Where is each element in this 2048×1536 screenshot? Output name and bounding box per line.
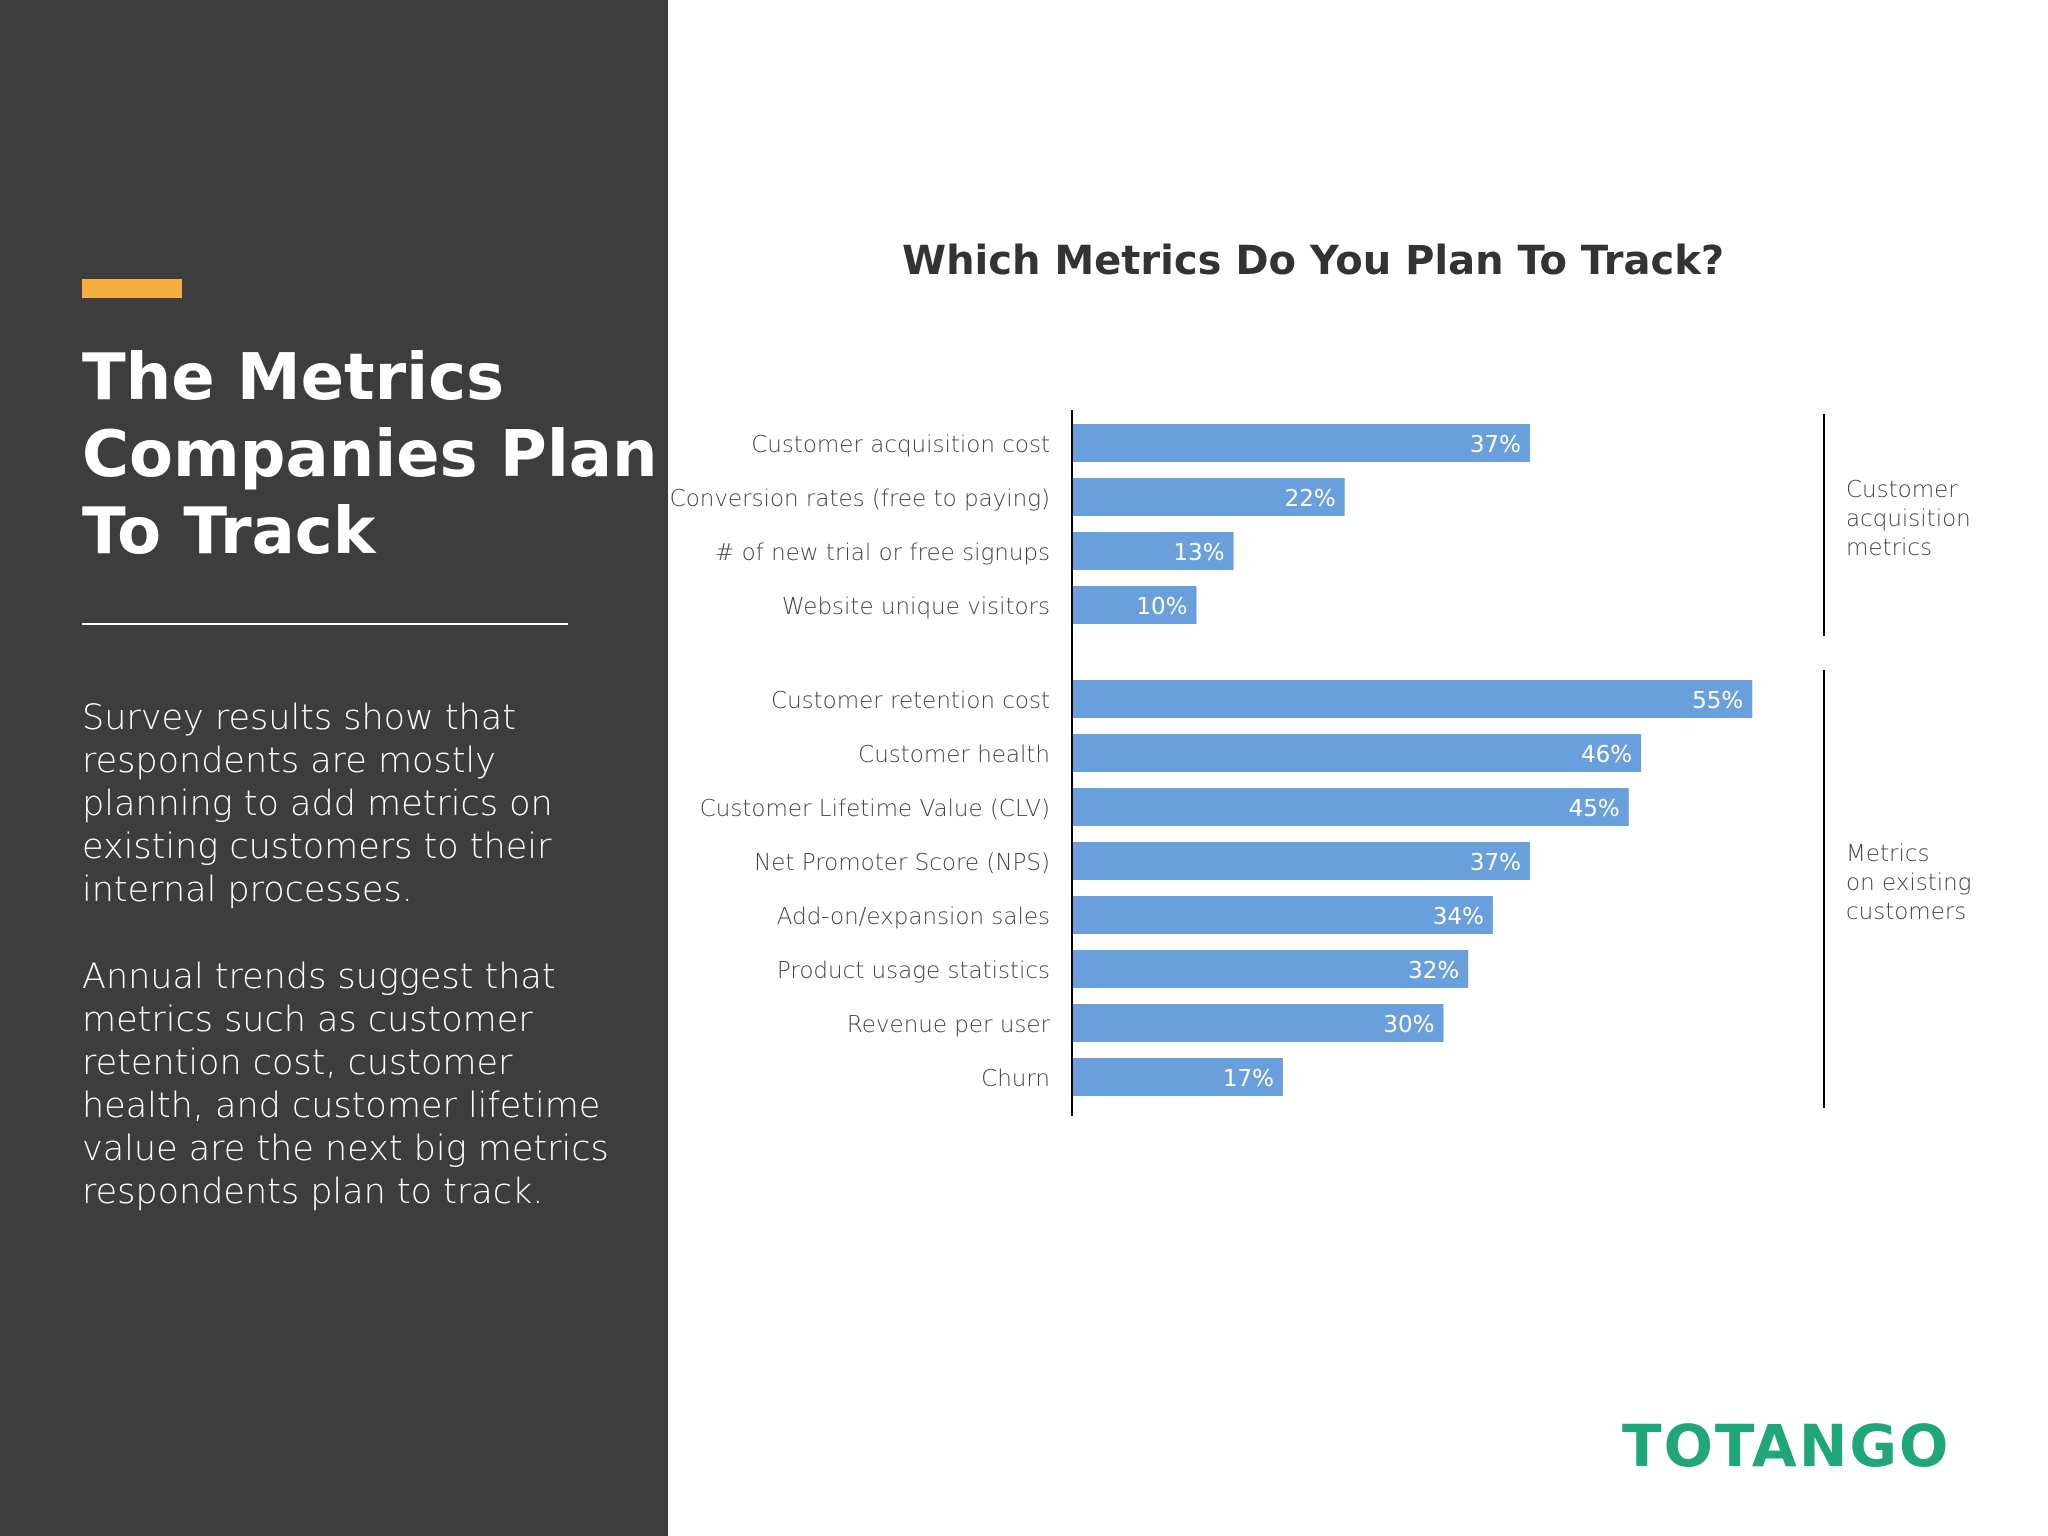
category-label: # of new trial or free signups [715,540,1050,566]
left-panel: The Metrics Companies Plan To Track Surv… [0,0,668,1536]
category-label: Add-on/expansion sales [777,904,1050,930]
headline: The Metrics Companies Plan To Track [82,341,658,569]
data-label: 17% [1223,1066,1274,1092]
group-label: Customer acquisition metrics [1846,477,1971,561]
bar [1073,950,1469,988]
data-label: 34% [1433,904,1484,930]
category-label: Customer health [858,742,1050,768]
data-label: 10% [1136,594,1187,620]
category-label: Website unique visitors [782,594,1050,620]
bar [1073,734,1642,772]
accent-bar [82,279,182,298]
bar [1073,478,1345,516]
data-label: 37% [1470,432,1521,458]
bar [1073,680,1753,718]
data-label: 30% [1383,1012,1434,1038]
bar [1073,1004,1444,1042]
data-label: 45% [1569,796,1620,822]
bar [1073,1058,1283,1096]
data-label: 55% [1692,688,1743,714]
data-label: 37% [1470,850,1521,876]
category-label: Customer acquisition cost [751,432,1050,458]
group-label: Metrics on existing customers [1846,841,1971,925]
data-label: 13% [1173,540,1224,566]
category-label: Churn [981,1066,1050,1092]
summary-paragraph-1: Survey results show that respondents are… [82,698,553,910]
summary-paragraph-2: Annual trends suggest that metrics such … [82,957,609,1212]
bar [1073,842,1530,880]
chart-title: Which Metrics Do You Plan To Track? [901,238,1725,284]
bar [1073,586,1197,624]
data-label: 46% [1581,742,1632,768]
data-label: 22% [1285,486,1336,512]
category-label: Product usage statistics [777,958,1050,984]
data-label: 32% [1408,958,1459,984]
bar [1073,532,1234,570]
bar [1073,788,1629,826]
bar [1073,424,1530,462]
category-label: Customer Lifetime Value (CLV) [700,796,1050,822]
totango-logo: TOTANGO [1622,1412,1951,1480]
category-label: Net Promoter Score (NPS) [754,850,1050,876]
category-label: Revenue per user [847,1012,1051,1038]
bar [1073,896,1493,934]
divider [82,623,568,625]
metrics-bar-chart: Customer acquisition cost 37% Conversion r… [670,410,1971,1116]
category-label: Customer retention cost [771,688,1050,714]
category-label: Conversion rates (free to paying) [670,486,1050,512]
